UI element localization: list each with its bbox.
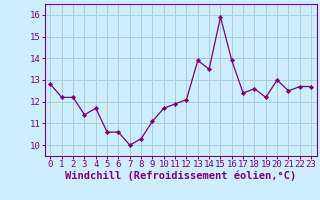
- X-axis label: Windchill (Refroidissement éolien,°C): Windchill (Refroidissement éolien,°C): [65, 171, 296, 181]
